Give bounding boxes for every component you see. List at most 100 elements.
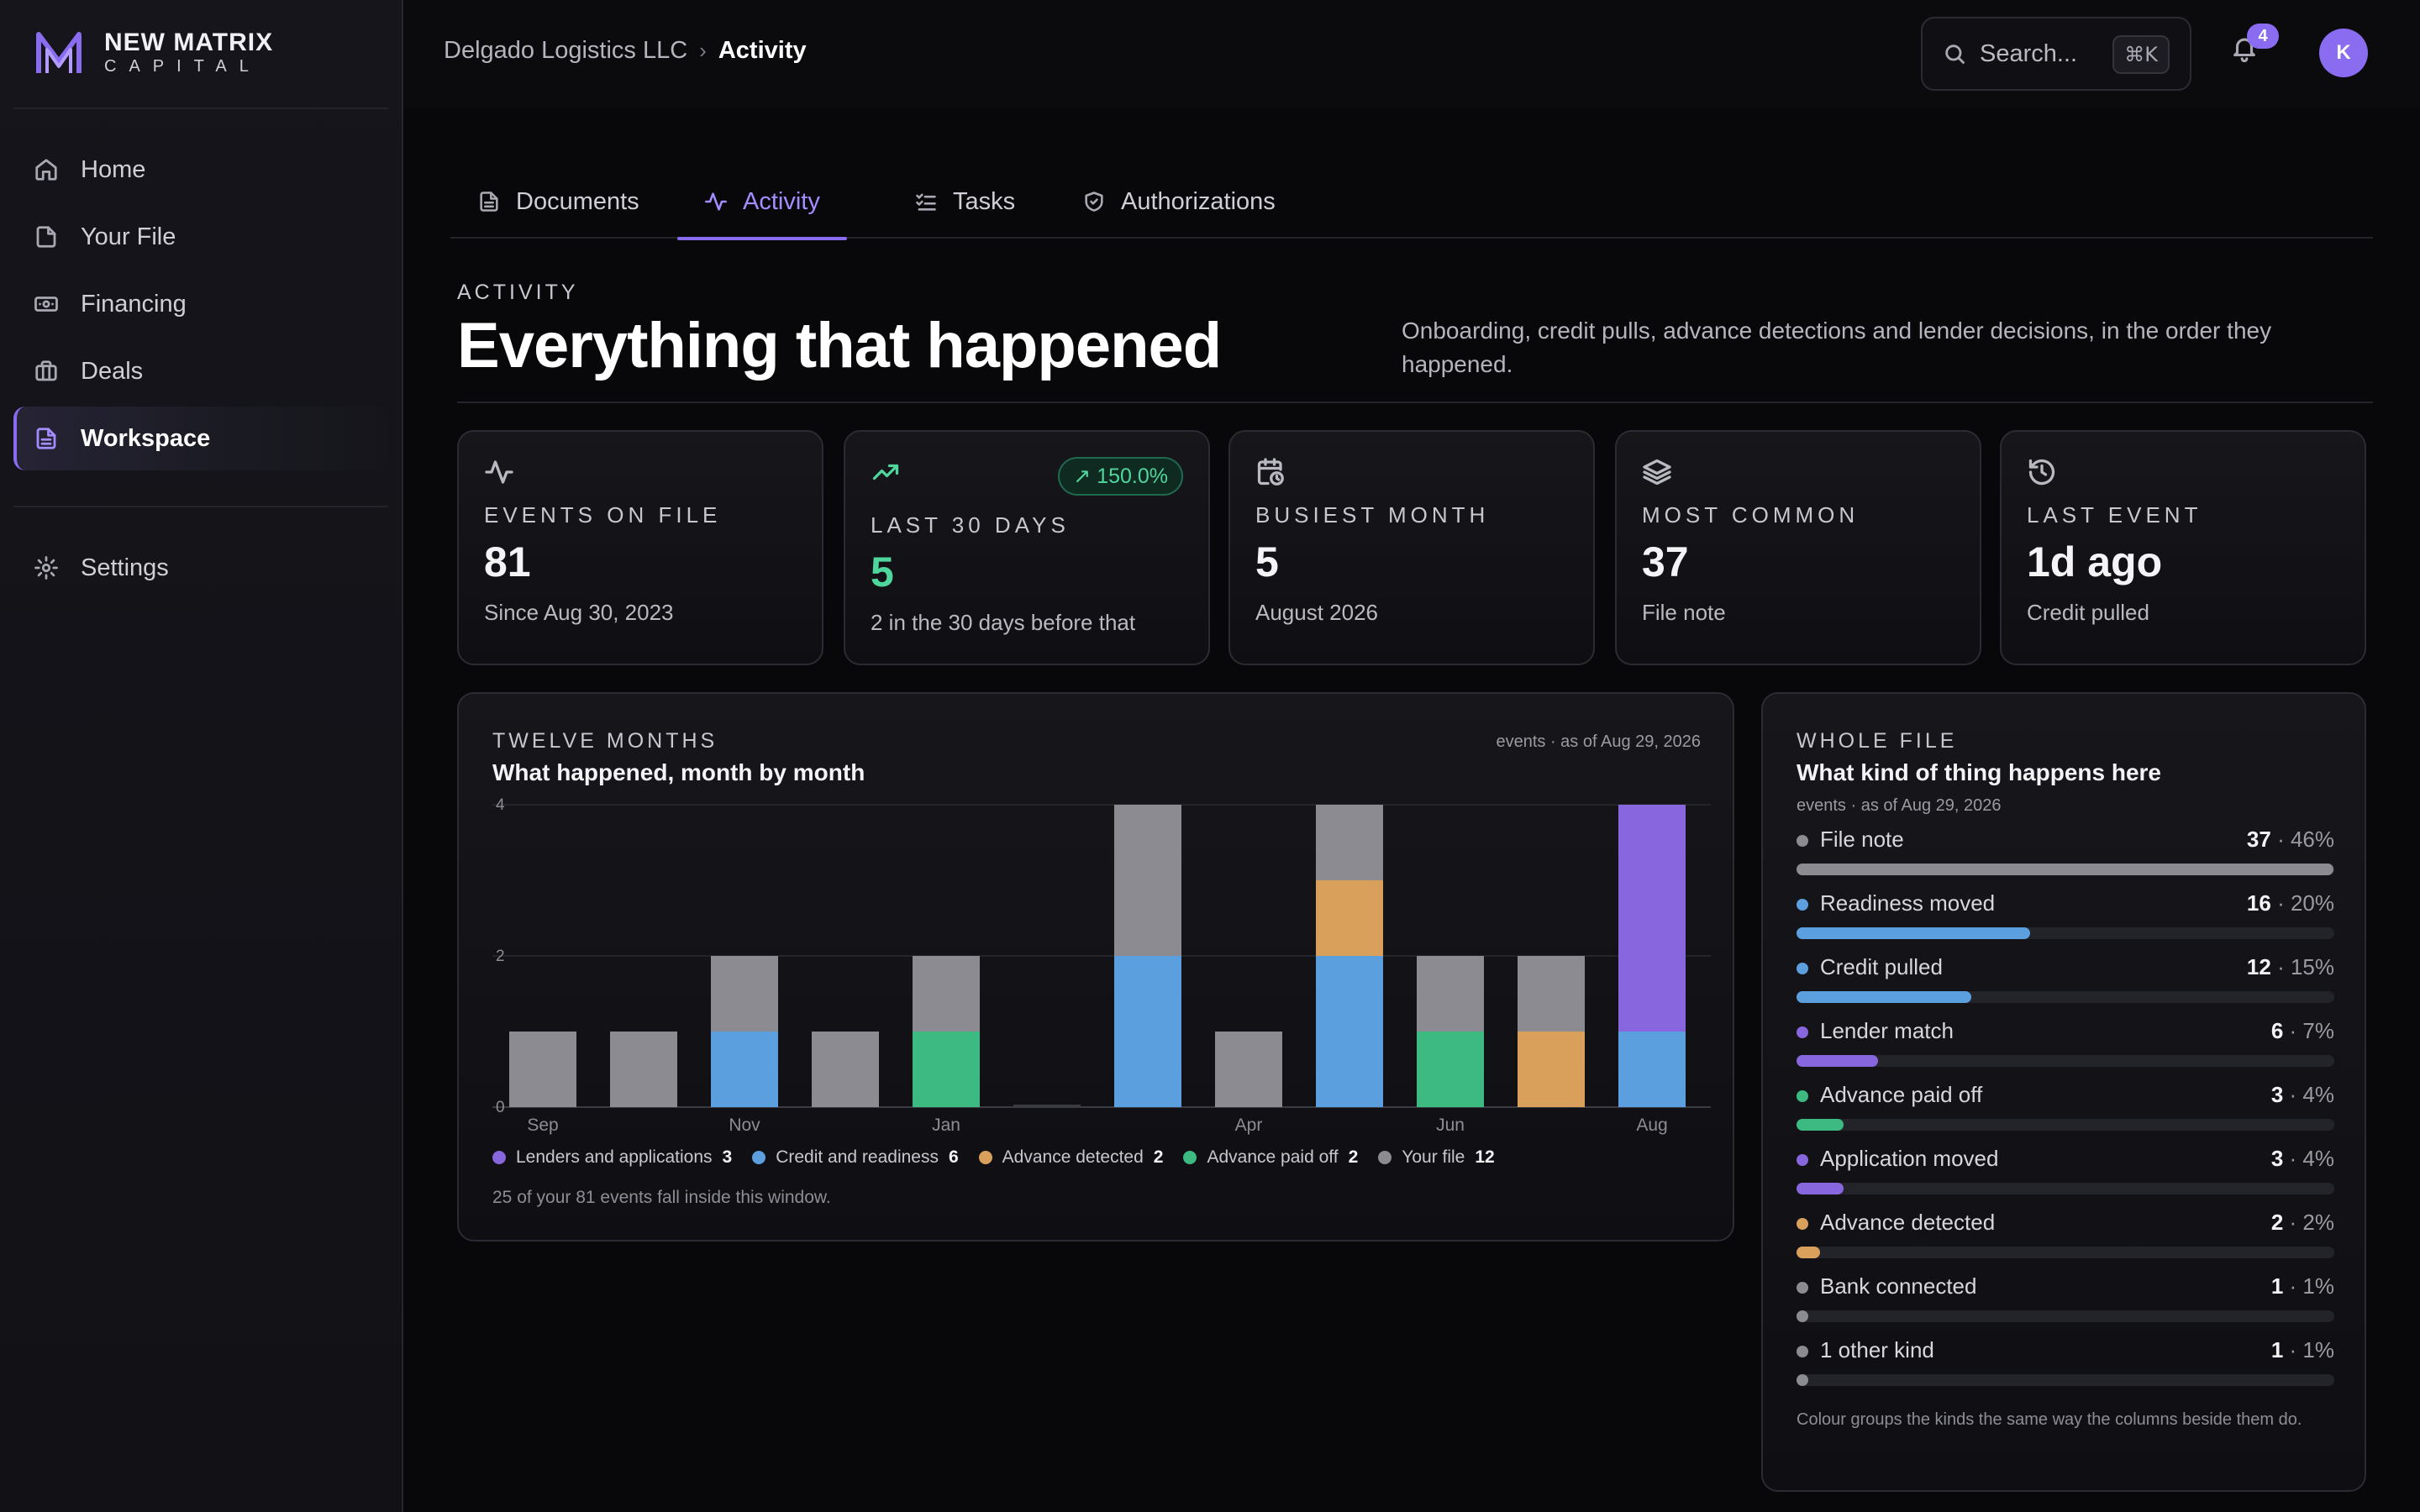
bar-segment-may-your-file[interactable] — [1316, 805, 1383, 880]
legend-label: Lenders and applications — [516, 1147, 713, 1167]
activity-icon — [705, 192, 727, 211]
stat-label: LAST EVENT — [2027, 502, 2202, 528]
sidebar-item-label: Workspace — [81, 424, 211, 452]
bar-segment-jun-your-file[interactable] — [1417, 956, 1484, 1032]
legend-item[interactable]: Advance detected 2 — [978, 1147, 1163, 1168]
legend-color-dot — [1183, 1151, 1197, 1164]
legend-item[interactable]: Advance paid off 2 — [1183, 1147, 1358, 1168]
bar-segment-jun-advance-paid-off[interactable] — [1417, 1032, 1484, 1107]
y-tick-label: 4 — [496, 796, 505, 814]
kind-bar-track — [1797, 1247, 2334, 1258]
sidebar-item-home[interactable]: Home — [13, 138, 388, 202]
card-title: What happened, month by month — [492, 759, 865, 785]
bar-segment-apr-your-file[interactable] — [1215, 1032, 1282, 1107]
bar-segment-may-advance-detected[interactable] — [1316, 880, 1383, 956]
bar-segment-aug-credit-and-readiness[interactable] — [1618, 1032, 1686, 1107]
tab-label: Documents — [516, 187, 639, 215]
chevron-right-icon: › — [699, 38, 707, 63]
avatar[interactable]: K — [2319, 29, 2368, 77]
bar-segment-nov-your-file[interactable] — [711, 956, 778, 1032]
bar-segment-dec-your-file[interactable] — [812, 1032, 879, 1107]
chart-meta: events · as of Aug 29, 2026 — [1496, 732, 1701, 751]
legend-item[interactable]: Lenders and applications 3 — [492, 1147, 732, 1168]
sidebar: NEW MATRIX CAPITAL Home Your File Financ… — [0, 0, 403, 1512]
kind-separator: · — [2283, 1337, 2303, 1362]
kind-name: Application moved — [1820, 1146, 1999, 1171]
activity-icon — [485, 460, 513, 484]
brand-logo[interactable]: NEW MATRIX CAPITAL — [34, 25, 273, 81]
kind-color-dot — [1797, 963, 1808, 974]
sidebar-divider — [13, 108, 388, 109]
kind-name: Advance detected — [1820, 1210, 1996, 1235]
sidebar-divider — [13, 506, 388, 507]
stat-note: 2 in the 30 days before that — [871, 610, 1136, 635]
sidebar-item-label: Deals — [81, 357, 144, 385]
kind-name: Bank connected — [1820, 1273, 1977, 1299]
bar-segment-nov-credit-and-readiness[interactable] — [711, 1032, 778, 1107]
stat-card-events-on-file: EVENTS ON FILE 81 Since Aug 30, 2023 — [457, 430, 823, 665]
kind-row: Advance paid off 3 · 4% — [1797, 1082, 2334, 1132]
legend-item[interactable]: Credit and readiness 6 — [752, 1147, 959, 1168]
stat-label: BUSIEST MONTH — [1255, 502, 1490, 528]
kind-count: 12 — [2246, 954, 2271, 979]
tab-tasks[interactable]: Tasks — [887, 165, 1042, 239]
kind-stats: 16 · 20% — [2247, 890, 2334, 916]
bar-segment-sep-your-file[interactable] — [509, 1032, 576, 1107]
legend-color-dot — [1378, 1151, 1392, 1164]
sidebar-item-financing[interactable]: Financing — [13, 272, 388, 336]
bar-segment-mar-credit-and-readiness[interactable] — [1114, 956, 1181, 1107]
sidebar-item-deals[interactable]: Deals — [13, 339, 388, 403]
kind-count: 3 — [2270, 1146, 2284, 1171]
notifications-button[interactable]: 4 — [2230, 24, 2279, 74]
kind-bar-track — [1797, 991, 2334, 1003]
sidebar-item-settings[interactable]: Settings — [13, 536, 388, 600]
sidebar-item-your-file[interactable]: Your File — [13, 205, 388, 269]
bar-segment-aug-lenders-and-applications[interactable] — [1618, 805, 1686, 1032]
stat-note: File note — [1642, 600, 1726, 625]
tab-bar: Documents Activity Tasks Authorizations — [450, 165, 2373, 240]
legend-count: 6 — [948, 1147, 959, 1167]
kind-color-dot — [1797, 1282, 1808, 1294]
x-tick-label: Jun — [1436, 1116, 1465, 1135]
file-icon — [36, 226, 56, 248]
page-title: Everything that happened — [457, 310, 1222, 381]
bar-segment-jan-advance-paid-off[interactable] — [913, 1032, 980, 1107]
tab-activity[interactable]: Activity — [677, 165, 847, 240]
tab-authorizations[interactable]: Authorizations — [1055, 165, 1302, 239]
kind-separator: · — [2283, 1210, 2303, 1235]
document-icon — [480, 192, 498, 212]
kind-separator: · — [2283, 1273, 2303, 1299]
kind-name: File note — [1820, 827, 1904, 852]
bar-segment-jul-advance-detected[interactable] — [1518, 1032, 1585, 1107]
kind-separator: · — [2283, 1146, 2303, 1171]
breadcrumb-company[interactable]: Delgado Logistics LLC — [444, 37, 688, 64]
kind-stats: 1 · 1% — [2271, 1273, 2334, 1299]
tab-documents[interactable]: Documents — [450, 165, 666, 239]
kind-row: Bank connected 1 · 1% — [1797, 1273, 2334, 1324]
kind-row: Application moved 3 · 4% — [1797, 1146, 2334, 1196]
sidebar-item-workspace[interactable]: Workspace — [13, 407, 388, 470]
bar-segment-jan-your-file[interactable] — [913, 956, 980, 1032]
matrix-logo-icon — [36, 32, 82, 73]
briefcase-icon — [35, 360, 57, 381]
stat-note: Credit pulled — [2027, 600, 2149, 625]
search-placeholder: Search... — [1980, 39, 2078, 67]
kind-color-dot — [1797, 1090, 1808, 1102]
bar-segment-oct-your-file[interactable] — [610, 1032, 677, 1107]
kind-name: Credit pulled — [1820, 954, 1943, 979]
sidebar-item-label: Settings — [81, 554, 169, 581]
kind-percent: 7% — [2302, 1018, 2334, 1043]
history-icon — [2028, 459, 2055, 486]
kind-percent: 15% — [2290, 954, 2334, 979]
kind-bar-fill — [1797, 1119, 1844, 1131]
y-tick-label: 0 — [496, 1099, 505, 1116]
kind-color-dot — [1797, 899, 1808, 911]
bar-segment-mar-your-file[interactable] — [1114, 805, 1181, 956]
stat-label: LAST 30 DAYS — [871, 512, 1070, 538]
search-input[interactable]: Search... ⌘K — [1921, 17, 2191, 91]
bar-segment-jul-your-file[interactable] — [1518, 956, 1585, 1032]
tab-label: Authorizations — [1121, 187, 1276, 215]
kind-row: Readiness moved 16 · 20% — [1797, 890, 2334, 941]
bar-segment-may-credit-and-readiness[interactable] — [1316, 956, 1383, 1107]
legend-item[interactable]: Your file 12 — [1378, 1147, 1495, 1168]
